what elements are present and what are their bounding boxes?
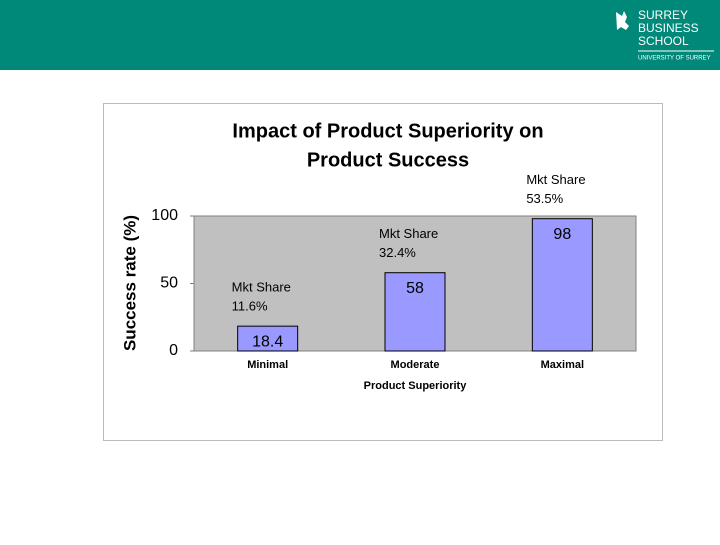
logo-line: SCHOOL [638,34,689,48]
annotation-text: 32.4% [379,245,416,260]
x-tick-label: Minimal [247,359,288,371]
bar [531,218,593,352]
annotation-label: Mkt Share [379,226,438,241]
y-axis-label: Success rate (%) [120,215,139,351]
y-tick-label: 50 [160,275,178,292]
chart-title: Impact of Product Superiority on [232,120,543,142]
annotation-label: Mkt Share [232,280,291,295]
x-tick-label: Moderate [391,359,440,371]
y-tick-label: 0 [169,342,178,359]
x-axis-label: Product Superiority [364,380,468,392]
data-label: 18.4 [252,333,283,350]
logo-sub: UNIVERSITY OF SURREY [638,56,711,62]
logo-line: SURREY [638,8,688,22]
annotation-label: Mkt Share [526,172,585,187]
x-tick-label: Maximal [541,359,584,371]
logo-icon [616,11,629,30]
y-tick-label: 100 [151,207,178,224]
chart-subtitle: Product Success [307,149,469,171]
data-label: 98 [553,226,571,243]
annotation-text: 11.6% [232,299,268,314]
logo-line: BUSINESS [638,21,699,35]
header-band [0,0,720,70]
annotation-text: 53.5% [526,191,563,206]
data-label: 58 [406,280,424,297]
bar [384,272,446,352]
bar [237,325,299,352]
